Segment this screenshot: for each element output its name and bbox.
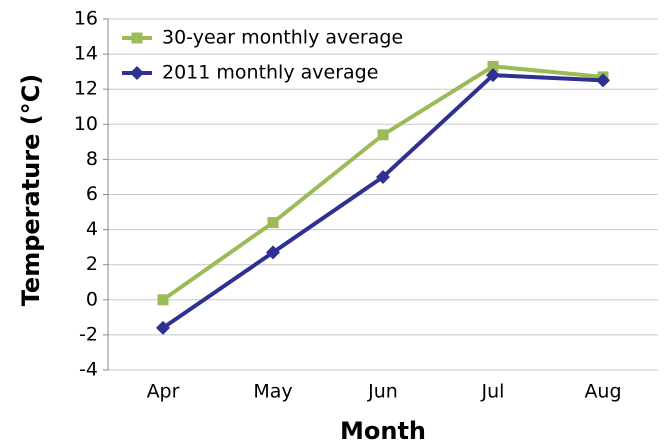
data-point [596, 73, 610, 88]
legend-label: 2011 monthly average [162, 62, 378, 84]
y-tick-label: 14 [74, 43, 98, 65]
x-tick-label: Jul [481, 381, 505, 403]
y-tick-label: -2 [79, 323, 98, 345]
legend-label: 30-year monthly average [162, 27, 403, 49]
y-tick-label: 6 [86, 183, 98, 205]
data-point [157, 294, 169, 306]
data-point [486, 68, 500, 83]
y-tick-label: 12 [74, 78, 98, 100]
y-tick-label: 0 [86, 288, 98, 310]
y-tick-label: 10 [74, 113, 98, 135]
x-tick-label: Jun [367, 381, 398, 403]
x-tick-label: May [253, 381, 292, 403]
series-line [161, 73, 604, 330]
y-tick-label: 8 [86, 148, 98, 170]
y-tick-label: 16 [74, 8, 98, 30]
y-tick-label: 2 [86, 253, 98, 275]
x-tick-label: Aug [584, 381, 621, 403]
y-axis-title: Temperature (°C) [17, 74, 45, 307]
data-point [267, 217, 279, 229]
data-point [487, 60, 499, 72]
legend-marker [130, 66, 144, 80]
data-point [156, 320, 170, 335]
legend-marker [131, 32, 143, 44]
y-tick-label: 4 [86, 218, 98, 240]
data-point [266, 245, 280, 260]
data-point [377, 129, 389, 141]
x-axis-title: Month [340, 417, 426, 445]
x-tick-label: Apr [147, 381, 180, 403]
data-point [376, 169, 390, 184]
y-tick-label: -4 [79, 359, 98, 381]
